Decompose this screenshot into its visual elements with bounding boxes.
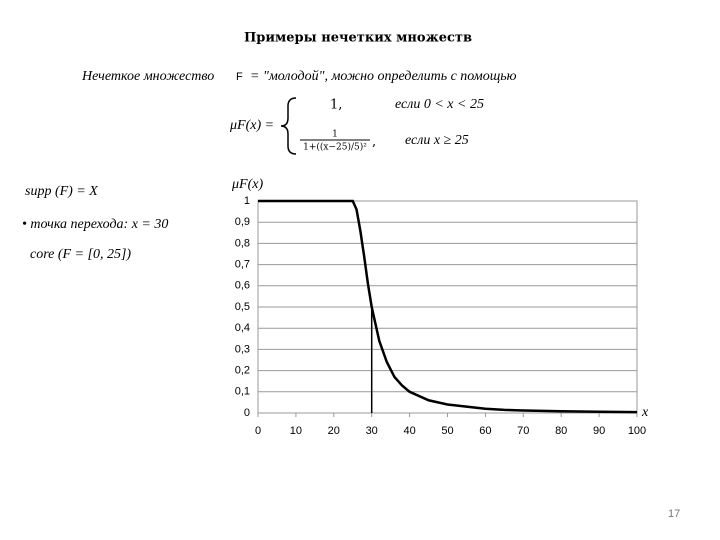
x-tick-label: 0 (255, 425, 261, 437)
x-tick-label: 20 (328, 425, 340, 437)
y-tick-label: 0,4 (235, 322, 250, 334)
brace (280, 97, 297, 155)
x-tick-label: 100 (628, 425, 646, 437)
intro-text: Нечеткое множество (81, 69, 214, 84)
y-tick-label: 1 (244, 195, 250, 207)
y-tick-label: 0 (244, 407, 250, 419)
y-tick-label: 0,7 (235, 259, 250, 271)
fraction-comma: , (372, 135, 376, 150)
fact: core (F = [0, 25]) (30, 247, 131, 262)
x-tick-label: 60 (479, 425, 491, 437)
intro-text: = "молодой", можно определить с помощью (250, 69, 517, 84)
fact: • точка перехода: x = 30 (22, 217, 168, 232)
x-tick-label: 90 (593, 425, 605, 437)
formula-lhs: μF(x) = (229, 118, 274, 133)
case-condition: если 0 < x < 25 (395, 97, 484, 112)
case-condition: если x ≥ 25 (405, 133, 469, 148)
intro-set: F (236, 71, 243, 83)
title: Примеры нечетких множеств (244, 31, 472, 46)
x-tick-label: 80 (555, 425, 567, 437)
x-tick-label: 70 (517, 425, 529, 437)
case-value: 1, (330, 98, 342, 113)
y-tick-label: 0,8 (235, 237, 250, 249)
y-tick-label: 0,1 (235, 386, 250, 398)
fraction-numerator: 1 (332, 130, 338, 140)
y-axis-label: μF(x) (231, 177, 263, 192)
y-tick-label: 0,5 (235, 301, 250, 313)
x-tick-label: 10 (290, 425, 302, 437)
x-tick-label: 50 (441, 425, 453, 437)
fact: supp (F) = X (25, 184, 98, 199)
x-tick-label: 40 (403, 425, 415, 437)
fraction-denominator: 1+((x−25)/5)² (303, 142, 367, 153)
x-tick-label: 30 (366, 425, 378, 437)
y-tick-label: 0,6 (235, 280, 250, 292)
page-number: 17 (668, 508, 680, 520)
y-tick-label: 0,3 (235, 343, 250, 355)
y-tick-label: 0,9 (235, 216, 250, 228)
curve (258, 199, 638, 414)
x-axis-label: x (641, 405, 649, 420)
y-tick-label: 0,2 (235, 365, 250, 377)
